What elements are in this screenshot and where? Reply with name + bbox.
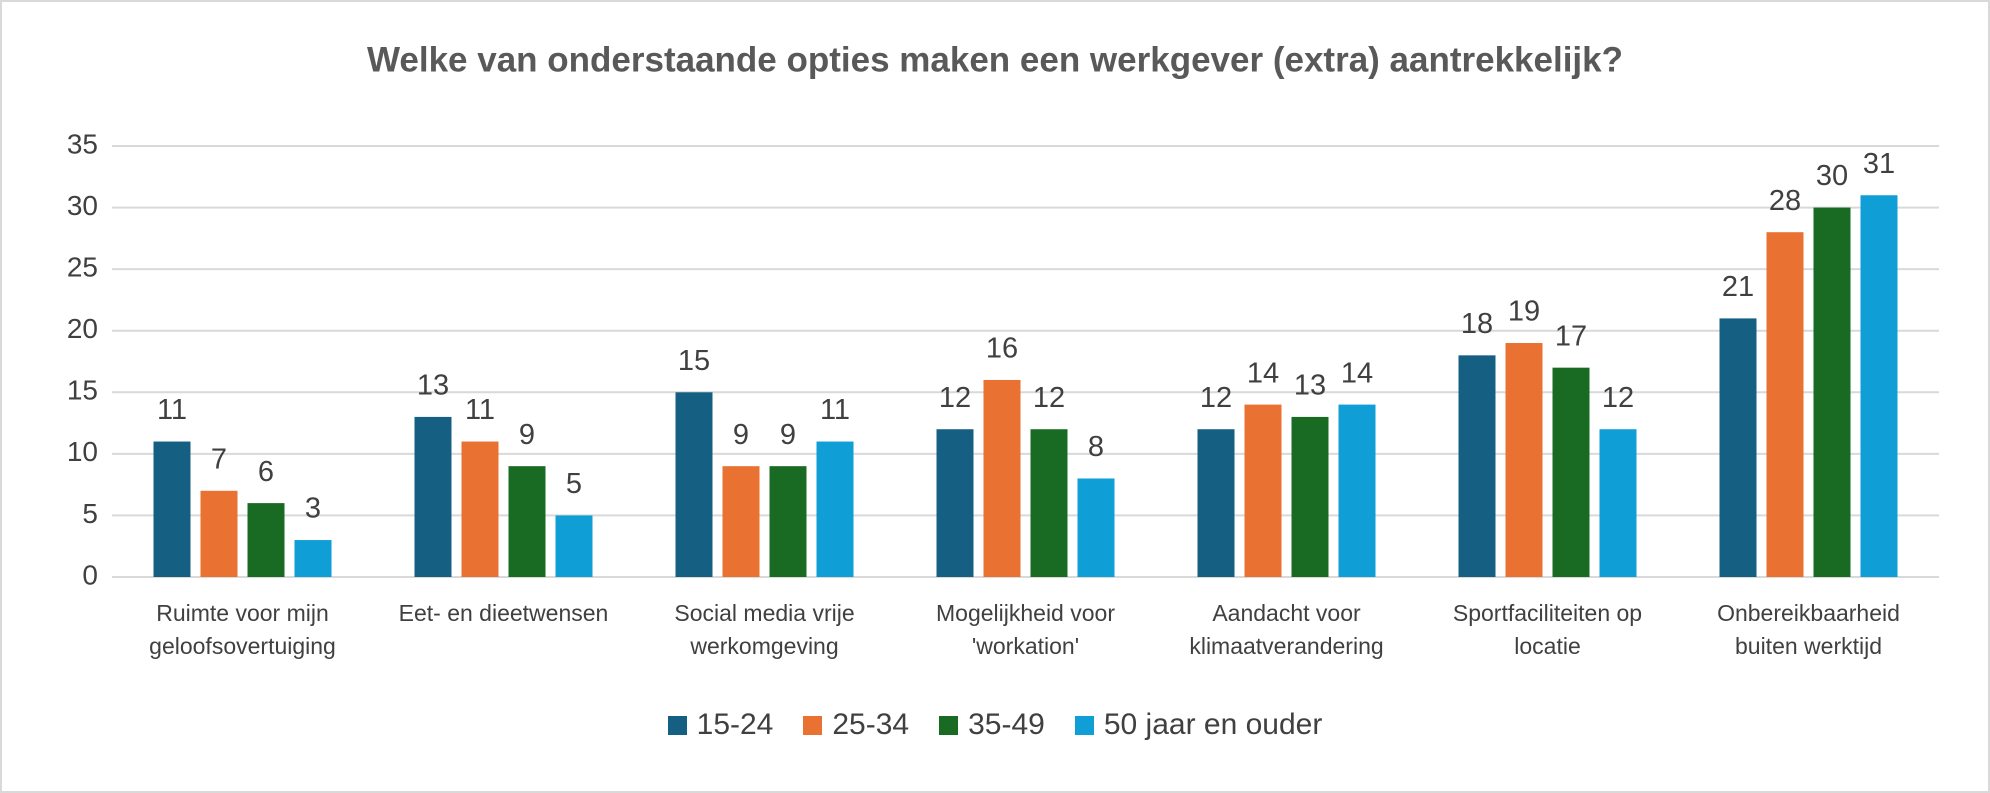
value-label: 16 [986,333,1018,365]
y-tick-label: 35 [67,128,98,159]
legend-swatch [803,715,823,735]
value-label: 30 [1816,160,1848,192]
value-label: 11 [465,394,495,426]
x-tick-label: Social media vrije werkomgeving [674,600,855,659]
value-label: 31 [1863,148,1895,180]
bar [816,441,854,577]
bar [461,441,499,577]
bar [1505,343,1543,577]
legend-item: 35-49 [939,708,1045,742]
legend-label: 35-49 [968,708,1045,741]
bar [983,379,1021,577]
bar [1197,429,1235,577]
value-label: 5 [566,468,582,500]
value-label: 12 [1033,382,1065,414]
bar [247,503,285,577]
bar [1552,367,1590,577]
value-label: 13 [417,370,449,402]
legend-swatch [939,715,959,735]
value-label: 6 [258,456,274,488]
value-label: 28 [1769,185,1801,217]
bar [153,441,191,577]
bar [1338,404,1376,577]
legend-swatch [1074,715,1094,735]
value-label: 11 [820,394,850,426]
legend-label: 15-24 [696,708,774,741]
bar [1599,429,1637,577]
legend-label: 25-34 [832,708,910,741]
y-tick-label: 5 [82,498,98,529]
legend-swatch [667,715,687,735]
bar [1860,195,1898,577]
value-label: 14 [1341,357,1373,389]
value-label: 12 [1200,382,1232,414]
value-label: 14 [1247,357,1279,389]
value-label: 9 [780,419,796,451]
value-label: 17 [1555,320,1587,352]
bar [769,466,807,577]
bar [1766,232,1804,577]
bar [1813,207,1851,578]
legend: 15-24 25-34 35-49 50 jaar en ouder [0,708,1990,742]
bar [722,466,760,577]
legend-item: 25-34 [803,708,909,742]
value-label: 11 [157,394,187,426]
y-tick-label: 10 [67,436,98,467]
bar [508,466,546,577]
value-label: 7 [211,443,227,475]
x-tick-label: Aandacht voor klimaatverandering [1189,600,1384,659]
value-label: 12 [939,382,971,414]
bar [1244,404,1282,577]
y-tick-label: 25 [67,252,98,283]
bar [1030,429,1068,577]
chart-title: Welke van onderstaande opties maken een … [367,40,1623,79]
bar [1077,478,1115,577]
value-label: 21 [1722,271,1754,303]
x-tick-label: Mogelijkheid voor 'workation' [936,600,1115,659]
x-tick-label: Ruimte voor mijn geloofsovertuiging [149,600,336,659]
value-label: 13 [1294,370,1326,402]
bar [675,392,713,577]
bar [414,416,452,577]
bar [1291,416,1329,577]
x-tick-label: Onbereikbaarheid buiten werktijd [1717,600,1900,659]
legend-item: 50 jaar en ouder [1074,708,1323,742]
x-tick-label: Eet- en dieetwensen [398,600,609,626]
value-label: 3 [305,493,321,525]
value-label: 18 [1461,308,1493,340]
value-label: 9 [733,419,749,451]
bar [200,490,238,577]
legend-label: 50 jaar en ouder [1103,708,1323,741]
value-label: 9 [519,419,535,451]
value-label: 19 [1508,296,1540,328]
y-tick-label: 30 [67,190,98,221]
bar [1719,318,1757,577]
value-label: 15 [678,345,710,377]
legend-item: 15-24 [667,708,774,742]
bar [1458,355,1496,577]
y-tick-label: 15 [67,375,98,406]
bar [936,429,974,577]
y-tick-label: 20 [67,313,98,344]
value-label: 12 [1602,382,1634,414]
bar [294,540,332,577]
y-tick-label: 0 [82,559,98,590]
value-label: 8 [1088,431,1104,463]
bar [555,515,593,577]
x-tick-label: Sportfaciliteiten op locatie [1452,600,1643,659]
